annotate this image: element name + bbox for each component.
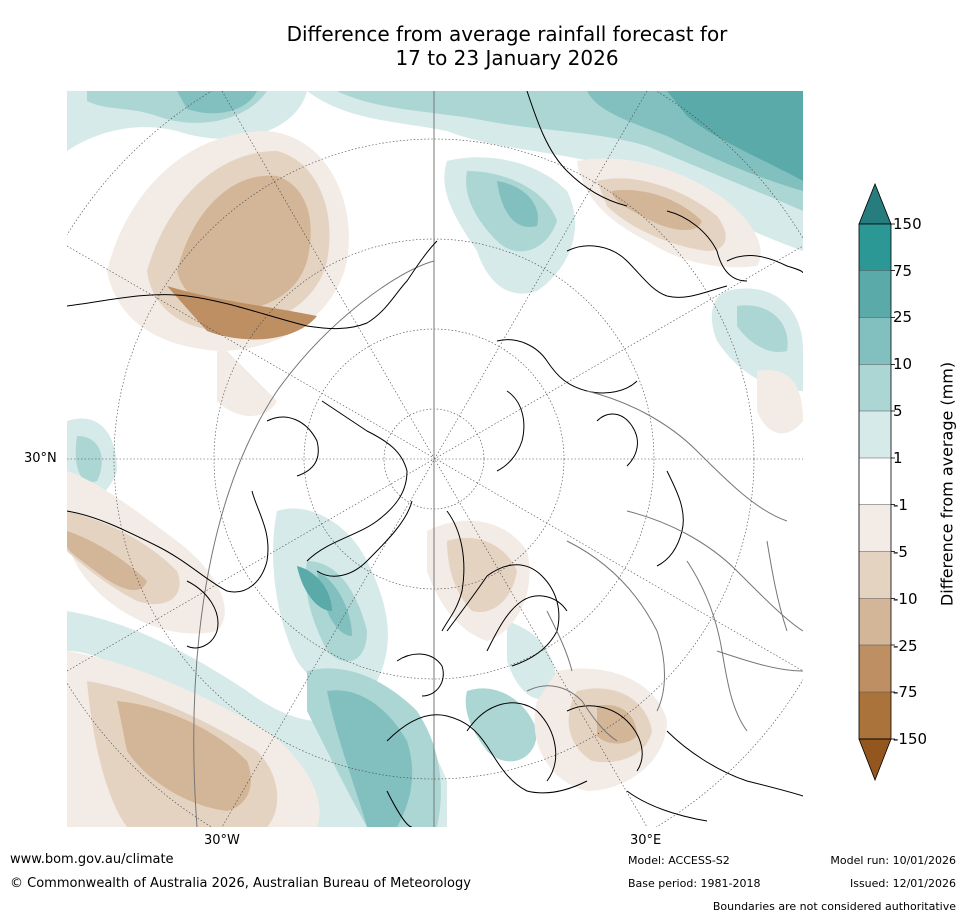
chart-title: Difference from average rainfall forecas…: [0, 22, 965, 70]
colorbar-tick: -5: [893, 543, 908, 561]
colorbar-tick: 1: [893, 449, 903, 467]
colorbar-tick: 5: [893, 402, 903, 420]
colorbar-tick: 150: [893, 215, 922, 233]
colorbar-title: Difference from average (mm): [937, 361, 957, 607]
map-svg: [67, 91, 803, 827]
copyright-text: © Commonwealth of Australia 2026, Austra…: [10, 876, 471, 891]
issued-date: Issued: 12/01/2026: [849, 877, 956, 890]
colorbar-tick: -25: [893, 637, 918, 655]
colorbar-band-5-10: [859, 364, 891, 411]
colorbar-band-neg25-neg75: [859, 645, 891, 692]
longitude-label-30e: 30°E: [630, 833, 662, 848]
model-name: Model: ACCESS-S2: [628, 854, 730, 867]
boundary-disclaimer: Boundaries are not considered authoritat…: [712, 900, 956, 913]
colorbar-band-25-75: [859, 270, 891, 318]
colorbar-band-neg1-neg5: [859, 504, 891, 552]
colorbar-tick: 25: [893, 308, 913, 326]
title-line-1: Difference from average rainfall forecas…: [286, 22, 728, 46]
colorbar-band-neg75-neg150: [859, 692, 891, 739]
colorbar-band-neg10-neg25: [859, 598, 891, 645]
colorbar-tick: 10: [893, 355, 913, 373]
colorbar-tick: -150: [893, 730, 928, 748]
colorbar-band-10-25: [859, 317, 891, 365]
colorbar-tick: -75: [893, 683, 918, 701]
colorbar-under-triangle: [858, 738, 892, 782]
colorbar-band-75-150: [859, 224, 891, 271]
colorbar-tick: -10: [893, 590, 918, 608]
longitude-label-30w: 30°W: [204, 833, 240, 848]
wet-anomaly-regions: [67, 91, 803, 827]
rainfall-map: [67, 91, 803, 827]
coastlines: [67, 91, 803, 827]
latitude-label-30n: 30°N: [24, 451, 57, 466]
base-period: Base period: 1981-2018: [628, 877, 761, 890]
colorbar-over-triangle: [858, 182, 892, 225]
model-run-date: Model run: 10/01/2026: [830, 854, 956, 867]
country-borders: [526, 390, 803, 742]
colorbar-band-neutral: [859, 458, 891, 505]
colorbar-band-neg5-neg10: [859, 551, 891, 599]
reference-lines: [193, 91, 435, 827]
colorbar-tick: 75: [893, 262, 913, 280]
colorbar-tick: -1: [893, 496, 908, 514]
colorbar: [858, 182, 895, 782]
colorbar-band-1-5: [859, 411, 891, 458]
title-line-2: 17 to 23 January 2026: [395, 46, 619, 70]
website-link[interactable]: www.bom.gov.au/climate: [10, 852, 174, 867]
